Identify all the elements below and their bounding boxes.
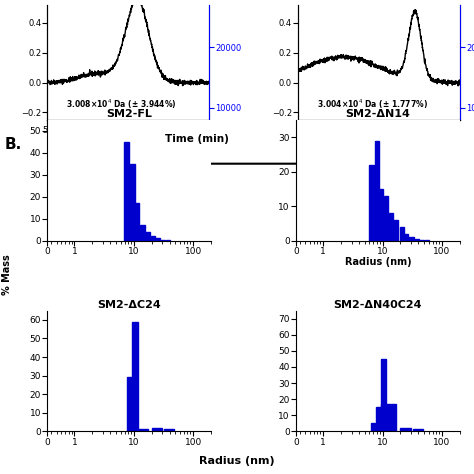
X-axis label: Radius (nm): Radius (nm)	[345, 257, 411, 267]
Bar	[381, 404, 396, 431]
Bar	[375, 141, 379, 241]
Bar	[152, 428, 162, 431]
Bar	[164, 428, 174, 431]
Bar	[401, 428, 411, 431]
Text: 3.004×10$^4$ Da (± 1.777%): 3.004×10$^4$ Da (± 1.777%)	[317, 97, 428, 111]
Bar	[382, 359, 386, 431]
Title: SM2-ΔN14: SM2-ΔN14	[346, 109, 410, 119]
Title: SM2-ΔC24: SM2-ΔC24	[97, 300, 161, 310]
Text: Radius (nm): Radius (nm)	[199, 456, 275, 466]
Bar	[135, 203, 139, 241]
Bar	[132, 322, 138, 431]
Text: B.: B.	[5, 137, 22, 153]
Text: % Mass: % Mass	[2, 255, 12, 295]
Title: SM2-ΔN40C24: SM2-ΔN40C24	[334, 300, 422, 310]
Bar	[389, 213, 393, 241]
Bar	[369, 165, 374, 241]
Text: Time (min): Time (min)	[165, 134, 228, 144]
Bar	[140, 225, 145, 241]
Bar	[376, 407, 381, 431]
Text: 3.008×10$^4$ Da (± 3.944%): 3.008×10$^4$ Da (± 3.944%)	[66, 97, 177, 111]
Bar	[371, 423, 375, 431]
Bar	[419, 239, 424, 241]
Bar	[124, 142, 129, 241]
Bar	[155, 238, 160, 241]
Bar	[135, 429, 148, 431]
Bar	[412, 429, 423, 431]
Bar	[379, 189, 383, 241]
Bar	[384, 196, 388, 241]
Bar	[415, 239, 419, 241]
Bar	[130, 164, 135, 241]
Bar	[394, 220, 399, 241]
Bar	[151, 236, 155, 241]
Title: SM2-FL: SM2-FL	[106, 109, 152, 119]
Bar	[404, 234, 409, 241]
Bar	[400, 227, 403, 241]
Bar	[410, 237, 414, 241]
Bar	[161, 239, 165, 241]
Bar	[127, 377, 132, 431]
Bar	[145, 232, 150, 241]
